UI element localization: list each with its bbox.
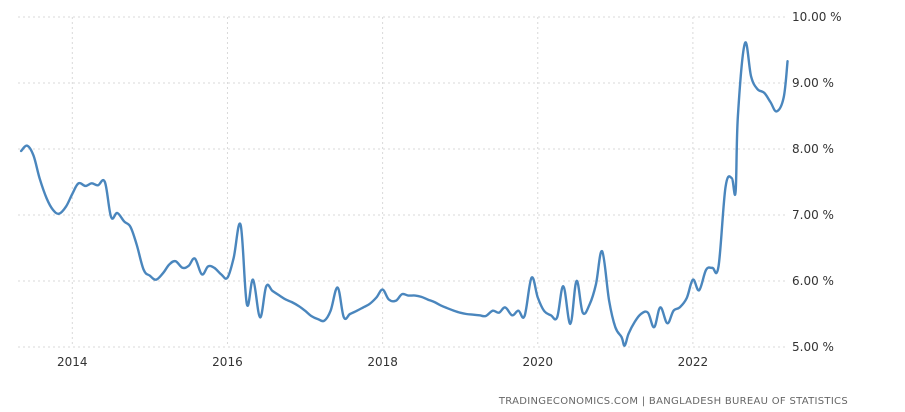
series-line: [19, 41, 789, 347]
x-tick-label: 2016: [212, 355, 243, 369]
y-tick-label: 9.00 %: [792, 76, 834, 90]
y-tick-label: 6.00 %: [792, 274, 834, 288]
x-tick-label: 2014: [57, 355, 88, 369]
y-axis-tick-labels: 5.00 % 6.00 % 7.00 % 8.00 % 9.00 % 10.00 %: [792, 10, 842, 354]
y-grid-lines: [18, 16, 786, 348]
series-layer: [19, 41, 789, 347]
x-tick-label: 2018: [367, 355, 398, 369]
x-grid-lines: [71, 17, 694, 347]
y-tick-label: 8.00 %: [792, 142, 834, 156]
x-axis-tick-labels: 2014 2016 2018 2020 2022: [57, 355, 708, 369]
x-tick-label: 2020: [522, 355, 553, 369]
y-tick-label: 7.00 %: [792, 208, 834, 222]
y-tick-label: 5.00 %: [792, 340, 834, 354]
x-tick-label: 2022: [678, 355, 709, 369]
source-attribution: TRADINGECONOMICS.COM | BANGLADESH BUREAU…: [498, 396, 848, 407]
y-tick-label: 10.00 %: [792, 10, 842, 24]
